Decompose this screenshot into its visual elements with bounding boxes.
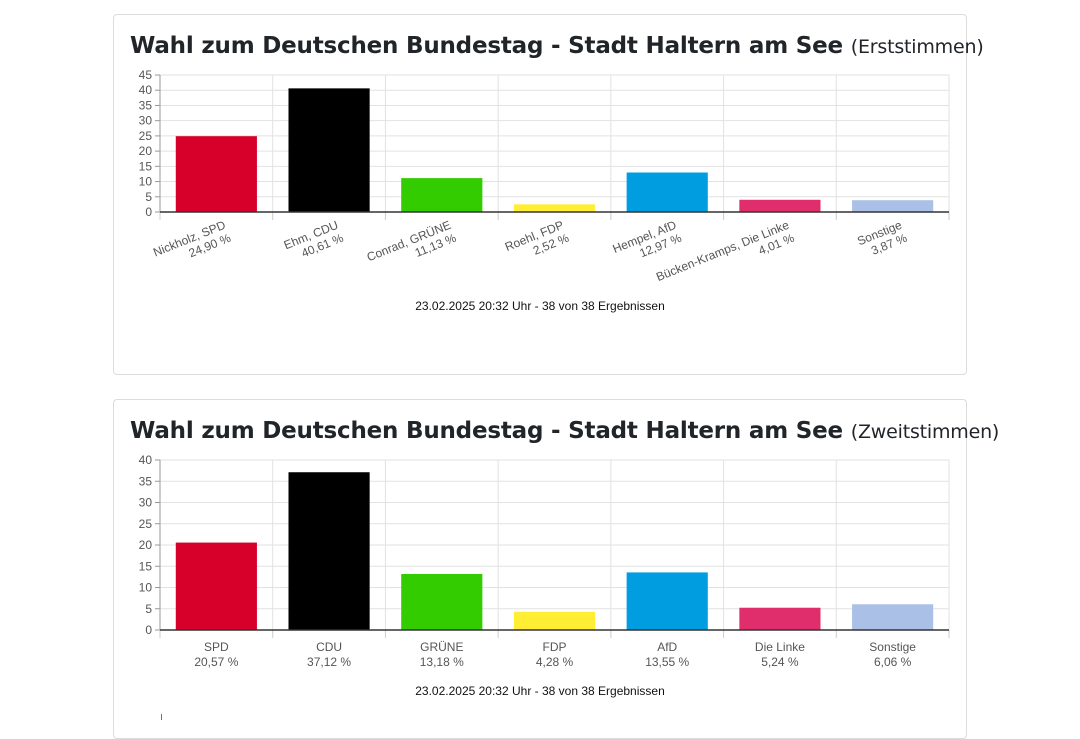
- category-name: Die Linke: [755, 640, 805, 654]
- y-tick-label: 40: [139, 453, 153, 467]
- bar: [401, 178, 483, 212]
- chart-title: Wahl zum Deutschen Bundestag - Stadt Hal…: [130, 33, 984, 59]
- y-tick-label: 45: [139, 68, 153, 82]
- y-tick-label: 25: [139, 129, 153, 143]
- bar: [288, 88, 370, 212]
- category-name: AfD: [657, 640, 677, 654]
- y-tick-label: 20: [139, 538, 153, 552]
- result-timestamp: 23.02.2025 20:32 Uhr - 38 von 38 Ergebni…: [415, 684, 665, 698]
- chart-card-erststimmen: Wahl zum Deutschen Bundestag - Stadt Hal…: [113, 14, 984, 375]
- category-percent: 5,24 %: [761, 655, 799, 669]
- category-name: SPD: [204, 640, 229, 654]
- category-percent: 37,12 %: [307, 655, 351, 669]
- bar: [739, 199, 821, 212]
- bar: [175, 136, 257, 212]
- bar: [626, 572, 708, 630]
- y-tick-label: 15: [139, 559, 153, 573]
- chart-title-sub: (Zweitstimmen): [850, 421, 1000, 443]
- category-percent: 13,18 %: [420, 655, 464, 669]
- y-tick-label: 35: [139, 474, 153, 488]
- y-tick-label: 5: [145, 190, 152, 204]
- y-tick-label: 10: [139, 581, 153, 595]
- category-name: Sonstige: [869, 640, 916, 654]
- next-chart-axis-stub: [161, 714, 162, 720]
- bar: [739, 607, 821, 630]
- y-tick-label: 40: [139, 83, 153, 97]
- y-tick-label: 0: [145, 623, 152, 637]
- chart-title-sub: (Erststimmen): [850, 36, 984, 58]
- category-name: CDU: [316, 640, 342, 654]
- result-timestamp: 23.02.2025 20:32 Uhr - 38 von 38 Ergebni…: [415, 299, 665, 313]
- bar: [175, 542, 257, 630]
- bar: [513, 204, 596, 212]
- bar: [852, 604, 934, 630]
- chart-title-main: Wahl zum Deutschen Bundestag - Stadt Hal…: [130, 33, 843, 59]
- category-percent: 4,28 %: [536, 655, 574, 669]
- y-tick-label: 35: [139, 98, 153, 112]
- chart-title: Wahl zum Deutschen Bundestag - Stadt Hal…: [130, 418, 999, 444]
- category-percent: 20,57 %: [194, 655, 238, 669]
- y-tick-label: 25: [139, 517, 153, 531]
- bar: [852, 200, 934, 212]
- bar: [626, 172, 708, 212]
- category-percent: 6,06 %: [874, 655, 912, 669]
- bar: [401, 573, 483, 630]
- chart-card-zweitstimmen: Wahl zum Deutschen Bundestag - Stadt Hal…: [113, 399, 999, 739]
- category-name: GRÜNE: [420, 640, 463, 654]
- y-tick-label: 15: [139, 159, 153, 173]
- chart-title-main: Wahl zum Deutschen Bundestag - Stadt Hal…: [130, 418, 843, 444]
- y-tick-label: 0: [145, 205, 152, 219]
- bar: [288, 472, 370, 630]
- category-name: FDP: [543, 640, 567, 654]
- y-tick-label: 20: [139, 144, 153, 158]
- bar: [513, 611, 596, 630]
- category-percent: 13,55 %: [645, 655, 689, 669]
- y-tick-label: 10: [139, 175, 153, 189]
- y-tick-label: 5: [145, 602, 152, 616]
- y-tick-label: 30: [139, 496, 153, 510]
- y-tick-label: 30: [139, 114, 153, 128]
